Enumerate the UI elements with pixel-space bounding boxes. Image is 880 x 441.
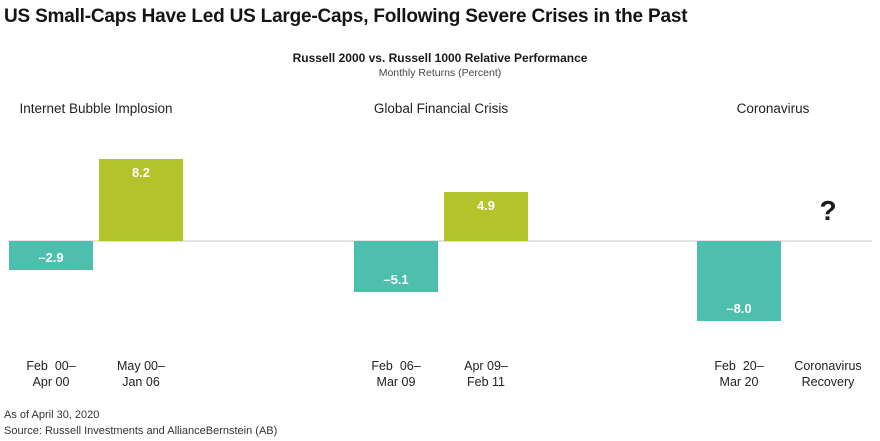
bar-value-label-3: 4.9: [477, 198, 495, 213]
group-title-coronavirus: Coronavirus: [736, 101, 810, 116]
bar-1: [99, 159, 183, 241]
category-label-0-line-0: Feb 00–: [26, 359, 75, 373]
category-label-0-line-1: Apr 00: [33, 375, 70, 389]
category-label-2-line-1: Mar 09: [377, 375, 416, 389]
category-label-4-line-0: Feb 20–: [714, 359, 763, 373]
unknown-value-label: ?: [819, 195, 836, 226]
bar-0: [9, 241, 93, 270]
category-label-1-line-0: May 00–: [117, 359, 165, 373]
chart-main-title: US Small-Caps Have Led US Large-Caps, Fo…: [4, 6, 688, 27]
as-of-note: As of April 30, 2020: [4, 409, 100, 421]
category-label-2-line-0: Feb 06–: [371, 359, 420, 373]
category-label-3-line-0: Apr 09–: [464, 359, 508, 373]
chart-subtitle: Russell 2000 vs. Russell 1000 Relative P…: [292, 51, 588, 65]
category-label-4-line-1: Mar 20: [720, 375, 759, 389]
category-label-5-line-0: Coronavirus: [794, 359, 861, 373]
bar-2: [354, 241, 438, 292]
bar-value-label-0: –2.9: [38, 250, 63, 265]
chart-units-subtitle: Monthly Returns (Percent): [378, 67, 502, 79]
bar-value-label-2: –5.1: [383, 272, 408, 287]
group-title-financial-crisis: Global Financial Crisis: [373, 101, 509, 116]
category-label-3-line-1: Feb 11: [467, 375, 505, 389]
source-note: Source: Russell Investments and Alliance…: [4, 425, 278, 437]
bar-value-label-4: –8.0: [726, 301, 751, 316]
category-label-1-line-1: Jan 06: [122, 375, 160, 389]
bar-value-label-1: 8.2: [132, 165, 150, 180]
group-title-internet-bubble: Internet Bubble Implosion: [19, 101, 173, 116]
category-label-5-line-1: Recovery: [802, 375, 856, 389]
bar-4: [697, 241, 781, 321]
bar-3: [444, 192, 528, 241]
